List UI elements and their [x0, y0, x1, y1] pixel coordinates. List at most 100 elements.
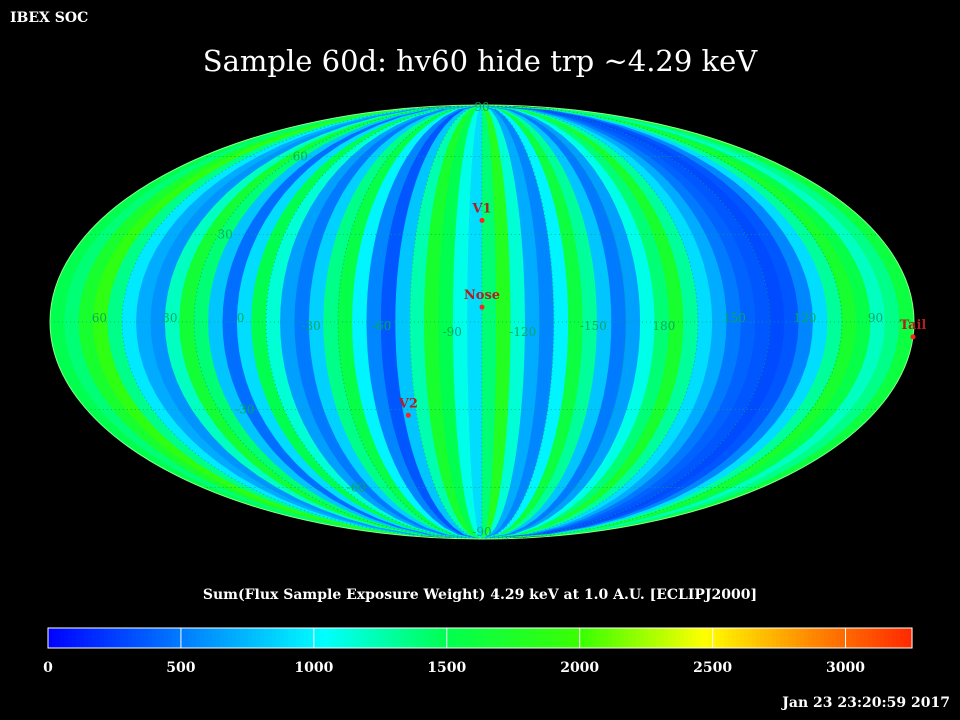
colorbar-tick-label: 2000 [560, 660, 600, 676]
colorbar-segment [428, 628, 433, 648]
colorbar-segment [208, 628, 213, 648]
marker-v2-dot [405, 412, 411, 418]
marker-nose-label: Nose [464, 288, 500, 303]
longitude-tick-label: -90 [443, 325, 462, 339]
colorbar-segment [724, 628, 729, 648]
map-border [49, 104, 915, 540]
colorbar-segment [676, 628, 681, 648]
colorbar-segment [408, 628, 413, 648]
colorbar-segment [884, 628, 889, 648]
colorbar-segment [380, 628, 385, 648]
colorbar-segment [400, 628, 405, 648]
colorbar-segment [760, 628, 765, 648]
colorbar-segment [304, 628, 309, 648]
colorbar-segment [820, 628, 825, 648]
colorbar-segment [824, 628, 829, 648]
colorbar-segment [512, 628, 517, 648]
colorbar-segment [688, 628, 693, 648]
colorbar-segment [668, 628, 673, 648]
colorbar-segment [800, 628, 805, 648]
colorbar-segment [348, 628, 353, 648]
colorbar-segment [136, 628, 141, 648]
colorbar-segment [296, 628, 301, 648]
colorbar-segment [644, 628, 649, 648]
colorbar-segment [256, 628, 261, 648]
colorbar-segment [560, 628, 565, 648]
colorbar-tick-label: 1500 [427, 660, 467, 676]
colorbar-segment [764, 628, 769, 648]
colorbar-segment [376, 628, 381, 648]
marker-tail-dot [910, 334, 916, 340]
colorbar-segment [700, 628, 705, 648]
colorbar-segment [72, 628, 77, 648]
colorbar-segment [60, 628, 65, 648]
colorbar-segment [496, 628, 501, 648]
colorbar-segment [248, 628, 253, 648]
longitude-tick-label: -60 [372, 319, 391, 333]
colorbar-segment [656, 628, 661, 648]
marker-tail-label: Tail [900, 318, 927, 333]
colorbar-segment [160, 628, 165, 648]
colorbar-segment [412, 628, 417, 648]
colorbar-segment [704, 628, 709, 648]
colorbar-segment [500, 628, 505, 648]
colorbar-segment [652, 628, 657, 648]
colorbar-segment [816, 628, 821, 648]
colorbar-segment [288, 628, 293, 648]
colorbar-segment [84, 628, 89, 648]
colorbar-segment [280, 628, 285, 648]
colorbar-segment [516, 628, 521, 648]
colorbar-segment [872, 628, 877, 648]
map-cells [50, 105, 914, 539]
colorbar-segment [264, 628, 269, 648]
colorbar-segment [532, 628, 537, 648]
colorbar-tick-label: 0 [43, 660, 53, 676]
soc-label: IBEX SOC [10, 10, 89, 26]
colorbar-segment [468, 628, 473, 648]
colorbar-segment [576, 628, 581, 648]
colorbar-segment [416, 628, 421, 648]
colorbar-segment [108, 628, 113, 648]
longitude-labels: 60 30 0 -30 -60 -90 -120 -150 180 150 120 90 [92, 311, 883, 339]
colorbar-segment [200, 628, 205, 648]
colorbar-segment [284, 628, 289, 648]
colorbar-segment [56, 628, 61, 648]
colorbar-segment [864, 628, 869, 648]
colorbar-segment [196, 628, 201, 648]
colorbar-segment [584, 628, 589, 648]
latitude-tick-label: 90 [474, 100, 489, 114]
colorbar-segment [224, 628, 229, 648]
colorbar-segment [556, 628, 561, 648]
colorbar-segment [788, 628, 793, 648]
timestamp: Jan 23 23:20:59 2017 [782, 695, 950, 711]
colorbar-segment [660, 628, 665, 648]
colorbar-title: Sum(Flux Sample Exposure Weight) 4.29 ke… [202, 587, 758, 603]
colorbar-segment [744, 628, 749, 648]
colorbar-segment [176, 628, 181, 648]
colorbar-segment [880, 628, 885, 648]
colorbar-segment [772, 628, 777, 648]
colorbar-segment [524, 628, 529, 648]
colorbar-segment [240, 628, 245, 648]
colorbar-segment [476, 628, 481, 648]
colorbar-segment [436, 628, 441, 648]
colorbar-segment [300, 628, 305, 648]
colorbar-segment [188, 628, 193, 648]
colorbar-segment [784, 628, 789, 648]
longitude-tick-label: 0 [237, 311, 245, 325]
colorbar-segment [680, 628, 685, 648]
colorbar-segment [420, 628, 425, 648]
colorbar-segment [616, 628, 621, 648]
colorbar-segment [252, 628, 257, 648]
colorbar-segment [364, 628, 369, 648]
colorbar-segment [648, 628, 653, 648]
colorbar-segment [696, 628, 701, 648]
colorbar-segment [804, 628, 809, 648]
colorbar-segment [324, 628, 329, 648]
colorbar-segment [708, 628, 713, 648]
colorbar-segment [184, 628, 189, 648]
colorbar-segment [440, 628, 445, 648]
colorbar-segment [100, 628, 105, 648]
colorbar-segment [900, 628, 905, 648]
colorbar-segment [180, 628, 185, 648]
